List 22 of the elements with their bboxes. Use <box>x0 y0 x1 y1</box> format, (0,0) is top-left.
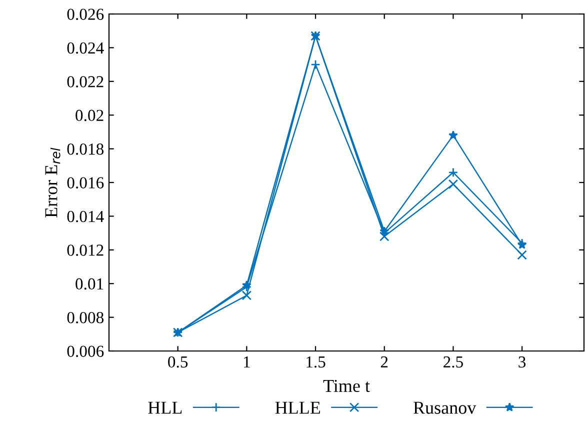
y-tick-label: 0.008 <box>67 312 104 324</box>
y-tick-label: 0.006 <box>67 346 104 358</box>
x-tick-label: 1.5 <box>306 356 326 368</box>
y-tick-label: 0.026 <box>67 8 104 20</box>
y-tick-label: 0.024 <box>67 42 104 54</box>
x-tick-label: 2 <box>380 356 388 368</box>
y-tick-label: 0.016 <box>67 177 104 189</box>
y-tick-label: 0.014 <box>67 210 104 222</box>
x-tick-label: 3 <box>518 356 526 368</box>
y-axis-title: Error E$_{rel}$ <box>45 148 60 218</box>
y-tick-label: 0.022 <box>67 76 104 88</box>
y-tick-label: 0.012 <box>67 244 104 256</box>
legend-label: HLLE <box>275 402 320 414</box>
x-tick-label: 0.5 <box>168 356 188 368</box>
x-axis-title: Time t <box>323 380 370 392</box>
y-tick-label: 0.01 <box>76 278 104 290</box>
legend-label: HLL <box>148 402 182 414</box>
x-tick-label: 1 <box>244 356 250 368</box>
x-tick-label: 2.5 <box>444 356 463 368</box>
legend-label: Rusanov <box>414 402 476 414</box>
y-tick-label: 0.018 <box>67 144 104 155</box>
y-tick-label: 0.02 <box>76 110 104 122</box>
